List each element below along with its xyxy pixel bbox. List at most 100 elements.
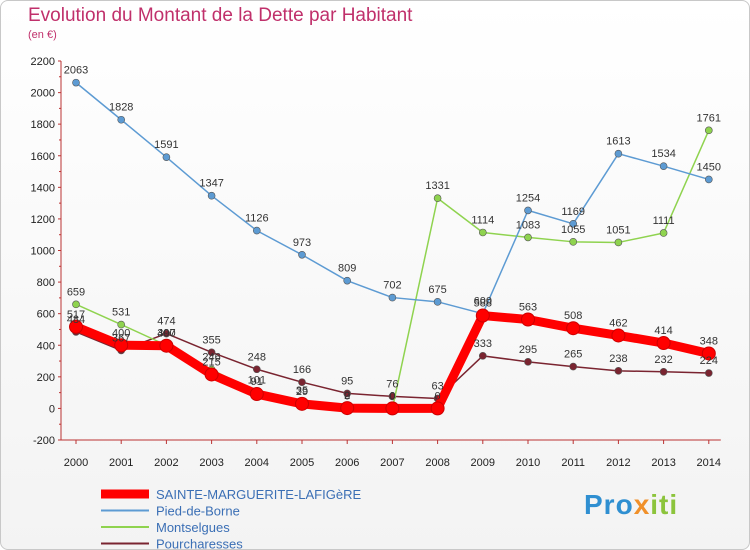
- data-point: [704, 175, 713, 184]
- logo-part-2: x: [633, 489, 651, 520]
- data-label: 215: [202, 356, 220, 368]
- data-label: 232: [654, 354, 672, 366]
- y-tick-label: 1400: [31, 182, 55, 194]
- chart-title: Evolution du Montant de la Dette par Hab…: [28, 5, 413, 26]
- data-point: [433, 194, 442, 203]
- data-point: [249, 387, 264, 402]
- data-label: 400: [112, 327, 130, 339]
- data-label: 1051: [606, 224, 630, 236]
- x-tick-label: 2002: [154, 457, 178, 469]
- y-tick-label: 0: [49, 403, 55, 415]
- x-tick-label: 2014: [697, 457, 721, 469]
- legend-label: Pourcharesses: [156, 537, 243, 550]
- data-label: 29: [296, 386, 308, 398]
- data-label: 246: [202, 352, 220, 364]
- series-layer: [69, 78, 716, 416]
- data-label: 1083: [516, 219, 540, 231]
- data-point: [343, 276, 352, 285]
- data-label: 265: [564, 349, 582, 361]
- data-label: 224: [700, 355, 718, 367]
- data-point: [253, 365, 261, 374]
- x-tick-label: 2007: [380, 457, 404, 469]
- data-label: 474: [157, 316, 175, 328]
- logo-part-3: iti: [650, 489, 679, 520]
- data-label: 702: [383, 280, 401, 292]
- data-point: [298, 378, 306, 387]
- data-point: [430, 401, 445, 416]
- data-label: 563: [519, 302, 537, 314]
- data-label: 1761: [697, 112, 721, 124]
- data-label: 588: [474, 298, 492, 310]
- data-point: [478, 352, 487, 360]
- x-tick-label: 2001: [109, 457, 133, 469]
- x-tick-label: 2003: [199, 457, 223, 469]
- legend-label: Pied-de-Borne: [156, 504, 240, 519]
- data-label: 348: [700, 335, 718, 347]
- data-label: 248: [248, 351, 266, 363]
- y-tick-label: 200: [37, 372, 55, 384]
- data-point: [162, 329, 171, 338]
- data-label: 295: [519, 344, 537, 356]
- data-point: [614, 149, 623, 158]
- data-label: 2063: [64, 65, 88, 77]
- data-label: 355: [202, 334, 220, 346]
- data-point: [478, 228, 487, 237]
- data-label: 91: [251, 376, 263, 388]
- data-point: [566, 321, 581, 336]
- y-tick-label: 800: [37, 277, 55, 289]
- data-point: [295, 396, 309, 411]
- data-label: 1450: [697, 161, 721, 173]
- y-tick-label: 2200: [31, 56, 55, 68]
- data-label: 973: [293, 237, 311, 249]
- data-label: 1111: [653, 215, 675, 227]
- data-label: 0: [389, 390, 395, 402]
- data-point: [72, 300, 80, 309]
- data-label: 333: [474, 338, 492, 350]
- axes: -200020040060080010001200140016001800200…: [31, 56, 722, 469]
- data-label: 1169: [561, 206, 585, 218]
- data-label: 397: [157, 328, 175, 340]
- data-point: [614, 367, 623, 375]
- legend-label: Montselgues: [156, 520, 230, 535]
- legend: SAINTE-MARGUERITE-LAFIGèRE Pied-de-BorneM…: [101, 487, 361, 549]
- chart-subtitle: (en €): [28, 29, 57, 41]
- data-label: 675: [428, 284, 446, 296]
- data-label: 101: [248, 374, 266, 386]
- data-label: 1126: [245, 213, 269, 225]
- data-label: 1534: [651, 148, 675, 160]
- data-label: 1613: [606, 136, 630, 148]
- data-label: 35: [296, 385, 308, 397]
- y-tick-label: 2000: [31, 88, 55, 100]
- data-point: [433, 298, 442, 306]
- data-point: [659, 367, 668, 376]
- legend-label: SAINTE-MARGUERITE-LAFIGèRE: [156, 487, 361, 502]
- data-label: 1254: [516, 192, 540, 204]
- data-point: [475, 308, 490, 323]
- data-label: 238: [609, 353, 627, 365]
- data-label: 462: [609, 317, 627, 329]
- y-tick-label: 1800: [31, 119, 55, 131]
- data-point: [114, 338, 129, 353]
- data-point: [385, 401, 400, 416]
- y-tick-label: 600: [37, 309, 55, 321]
- logo-part-1: Pro: [584, 489, 634, 520]
- data-label: 1055: [561, 224, 585, 236]
- data-label: 809: [338, 263, 356, 275]
- data-point: [614, 238, 623, 247]
- data-point: [524, 358, 532, 366]
- data-point: [340, 401, 355, 416]
- data-point: [204, 367, 219, 382]
- x-tick-label: 2008: [425, 457, 449, 469]
- y-tick-label: 1200: [31, 214, 55, 226]
- data-label: 1591: [154, 139, 178, 151]
- data-point: [704, 369, 713, 377]
- data-point: [69, 319, 83, 334]
- x-tick-label: 2010: [516, 457, 540, 469]
- data-label: 2: [344, 390, 350, 402]
- y-tick-label: 400: [37, 340, 55, 352]
- data-point: [704, 126, 713, 135]
- proxiti-logo: Proxiti: [584, 489, 678, 521]
- x-tick-label: 2004: [245, 457, 269, 469]
